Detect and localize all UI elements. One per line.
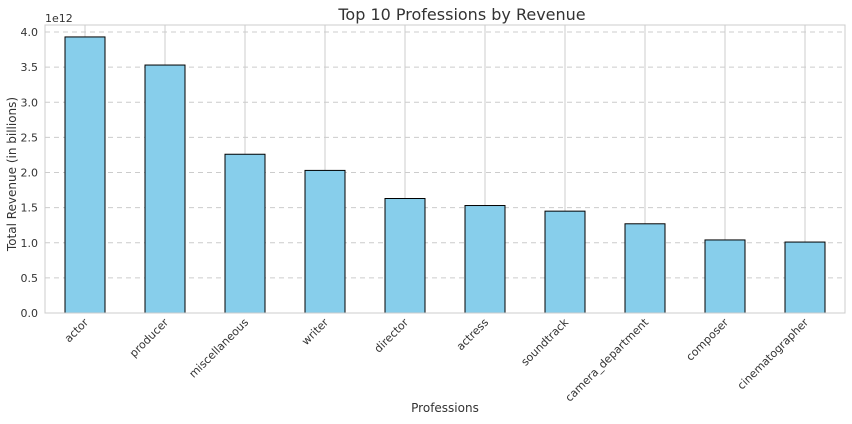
y-tick-label: 2.0 — [21, 167, 39, 180]
bar-soundtrack — [544, 210, 586, 314]
plot-frame — [44, 24, 846, 314]
y-tick-label: 4.0 — [21, 26, 39, 39]
bar-actress — [464, 205, 506, 314]
bar-director — [384, 198, 426, 314]
y-tick-label: 1.5 — [21, 202, 39, 215]
x-axis-label: Professions — [411, 401, 479, 415]
y-axis-label: Total Revenue (in billions) — [5, 97, 19, 252]
y-tick-labels: 0.0 0.5 1.0 1.5 2.0 2.5 3.0 3.5 4.0 — [21, 26, 39, 320]
chart-title: Top 10 Professions by Revenue — [337, 5, 585, 24]
bar-producer — [144, 64, 186, 314]
y-tick-label: 1.0 — [21, 237, 39, 250]
y-tick-label: 2.5 — [21, 131, 39, 144]
bars — [64, 36, 826, 314]
bar-writer — [304, 169, 346, 314]
bar-miscellaneous — [224, 153, 266, 314]
y-offset-label: 1e12 — [45, 12, 73, 25]
y-tick-label: 0.0 — [21, 307, 39, 320]
bar-cinematographer — [784, 241, 826, 314]
y-tick-label: 3.5 — [21, 61, 39, 74]
y-tick-label: 0.5 — [21, 272, 39, 285]
y-tick-label: 3.0 — [21, 96, 39, 109]
bar-actor — [64, 36, 106, 314]
bar-composer — [704, 239, 746, 314]
bar-camera_department — [624, 223, 666, 314]
